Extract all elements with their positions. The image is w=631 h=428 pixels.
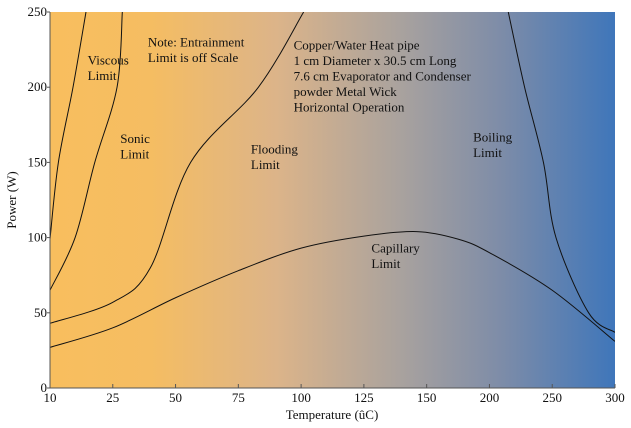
x-tick-label: 25	[106, 390, 119, 405]
annotation-1: Sonic Limit	[120, 131, 150, 162]
x-tick-label: 75	[232, 390, 245, 405]
x-tick-label: 125	[354, 390, 374, 405]
series-line-viscous-limit	[50, 12, 87, 240]
annotation-line: Capillary	[371, 241, 420, 256]
annotation-line: Limit	[371, 256, 400, 271]
annotation-6: Boiling Limit	[473, 129, 513, 160]
annotation-line: Viscous	[88, 53, 129, 68]
annotation-line: Note: Entrainment	[148, 35, 245, 50]
plot-area	[50, 12, 615, 388]
y-axis-label: Power (W)	[4, 171, 19, 228]
annotation-line: 1 cm Diameter x 30.5 cm Long	[294, 53, 457, 68]
annotation-line: powder Metal Wick	[294, 84, 398, 99]
annotation-line: Limit is off Scale	[148, 50, 239, 65]
annotation-line: Copper/Water Heat pipe	[294, 38, 420, 53]
annotation-line: Limit	[473, 145, 502, 160]
annotation-line: Boiling	[473, 129, 513, 144]
x-tick-label: 150	[417, 390, 437, 405]
y-tick-label: 150	[28, 154, 48, 169]
axes: 10 25 50 75 100 125 150 200 250 300 0 50 100 150 200 25…	[28, 4, 625, 405]
annotation-line: Limit	[251, 157, 280, 172]
annotation-line: Limit	[120, 146, 149, 161]
x-tick-label: 250	[542, 390, 562, 405]
annotation-line: Horizontal Operation	[294, 100, 405, 115]
y-tick-label: 50	[34, 305, 47, 320]
x-tick-label: 10	[44, 390, 57, 405]
series-line-flooding-limit	[50, 12, 305, 324]
annotation-line: Flooding	[251, 141, 298, 156]
annotation-2: Note: Entrainment Limit is off Scale	[148, 35, 245, 65]
annotation-line: 7.6 cm Evaporator and Condenser	[294, 69, 472, 84]
annotation-3: Copper/Water Heat pipe 1 cm Diameter x 30…	[294, 38, 472, 115]
annotation-line: Sonic	[120, 131, 150, 146]
annotation-0: Viscous Limit	[88, 53, 129, 84]
x-tick-label: 50	[169, 390, 182, 405]
x-axis-label: Temperature (ûC)	[286, 407, 379, 422]
annotation-line: Limit	[88, 68, 117, 83]
y-tick-label: 250	[28, 4, 48, 19]
x-tick-label: 100	[291, 390, 311, 405]
y-tick-label: 100	[28, 230, 48, 245]
series-line-sonic-limit	[50, 12, 123, 291]
series-line-capillary-limit	[50, 231, 615, 348]
x-tick-label: 300	[605, 390, 625, 405]
annotation-5: Capillary Limit	[371, 241, 420, 272]
x-tick-label: 200	[480, 390, 500, 405]
annotation-4: Flooding Limit	[251, 141, 298, 172]
y-tick-label: 0	[41, 380, 48, 395]
series-line-boiling-limit	[507, 12, 615, 333]
y-tick-label: 200	[28, 79, 48, 94]
series-lines	[50, 12, 615, 348]
